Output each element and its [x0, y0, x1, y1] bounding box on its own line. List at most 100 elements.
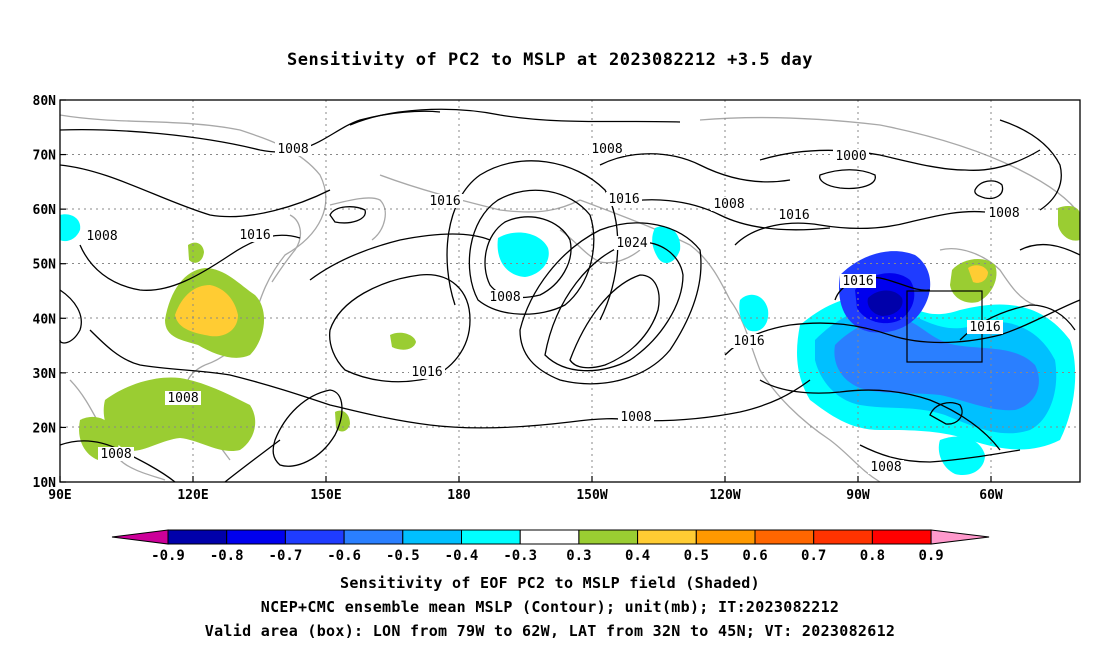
contour-label-bg [409, 365, 445, 379]
shade-positive-asia-core [175, 285, 238, 337]
shade-negative-pacific-2 [652, 226, 681, 264]
colorbar-label: -0.8 [210, 548, 244, 564]
shade-negative-west-edge [60, 214, 81, 242]
colorbar-swatch [519, 529, 580, 545]
colorbar-label: -0.4 [445, 548, 479, 564]
contour-label: 1000 [835, 149, 866, 164]
lon-tick-label: 90W [846, 488, 870, 503]
colorbar-label: 0.7 [801, 548, 826, 564]
colorbar-label: 0.9 [918, 548, 943, 564]
colorbar-high-arrow [930, 529, 990, 545]
contour-label-bg [427, 194, 463, 208]
colorbar-swatch [871, 529, 932, 545]
lon-tick-label: 150W [576, 488, 607, 503]
contour-label-bg [237, 228, 273, 242]
shade-negative-caribbean [938, 436, 985, 476]
colorbar-label: 0.5 [684, 548, 709, 564]
contour-label: 1008 [713, 197, 744, 212]
lat-tick-label: 10N [33, 476, 57, 491]
contour-label: 1016 [842, 274, 873, 289]
contour-label: 1008 [591, 142, 622, 157]
contour-label-bg [606, 192, 642, 206]
contour-label: 1008 [86, 229, 117, 244]
colorbar-label: -0.7 [269, 548, 303, 564]
shade-negative-mexico [739, 294, 769, 332]
contour-label-bg [589, 142, 625, 156]
lat-tick-label: 80N [33, 94, 57, 109]
colorbar-label: -0.3 [503, 548, 537, 564]
contour-label-bg [840, 274, 876, 288]
colorbar-swatch [461, 529, 521, 545]
contour-label: 1016 [733, 334, 764, 349]
colorbar-label: -0.5 [386, 548, 420, 564]
colorbar-label: -0.6 [327, 548, 361, 564]
lon-tick-label: 60W [979, 488, 1003, 503]
contour-label-bg [868, 460, 904, 474]
contour-label: 1008 [988, 206, 1019, 221]
contour-label-layer: 1008 1008 1008 1016 1016 1016 1008 1000 1008 1016… [84, 142, 1022, 475]
contour-label-bg [275, 142, 311, 156]
colorbar: -0.9 -0.8 -0.7 -0.6 -0.5 -0.4 -0.3 0.3 0.4 0.5 0.6… [111, 529, 990, 564]
contour-label: 1008 [167, 391, 198, 406]
colorbar-swatch [402, 529, 462, 545]
colorbar-label: 0.8 [860, 548, 885, 564]
contour-label-bg [84, 229, 120, 243]
shade-positive-east-edge [1058, 206, 1080, 241]
colorbar-swatch [754, 529, 815, 545]
contour-label: 1016 [969, 320, 1000, 335]
contour-label: 1008 [100, 447, 131, 462]
colorbar-label: 0.3 [566, 548, 591, 564]
colorbar-swatch [637, 529, 697, 545]
colorbar-low-arrow [111, 529, 169, 545]
contour-label: 1016 [778, 208, 809, 223]
lat-axis: 80N 70N 60N 50N 40N 30N 20N 10N [33, 94, 66, 491]
contour-label-bg [731, 334, 767, 348]
lat-tick-label: 40N [33, 312, 57, 327]
lat-tick-label: 60N [33, 203, 57, 218]
contour-label: 1024 [616, 236, 647, 251]
shade-negative-mid [834, 317, 1039, 411]
lon-tick-label: 180 [447, 488, 471, 503]
contour-label: 1008 [489, 290, 520, 305]
lat-tick-label: 20N [33, 421, 57, 436]
contour-label-bg [776, 208, 812, 222]
colorbar-label: 0.4 [625, 548, 650, 564]
contour-label-bg [967, 320, 1003, 334]
contour-label: 1016 [239, 228, 270, 243]
contour-label-bg [618, 410, 654, 424]
map-frame [59, 99, 1081, 483]
shade-positive-korea [188, 242, 204, 263]
colorbar-label: 0.6 [742, 548, 767, 564]
chart-title: Sensitivity of PC2 to MSLP at 2023082212… [286, 50, 813, 70]
contour-label: 1016 [608, 192, 639, 207]
lon-tick-label: 90E [48, 488, 71, 503]
contour-label-bg [986, 206, 1022, 220]
contour-label-bg [833, 149, 869, 163]
colorbar-swatch [343, 529, 404, 545]
lon-tick-label: 150E [310, 488, 341, 503]
mslp-contours [59, 108, 1081, 483]
lat-tick-label: 50N [33, 258, 57, 273]
colorbar-swatch [813, 529, 873, 545]
footer-line-3: Valid area (box): LON from 79W to 62W, L… [204, 622, 896, 640]
footer-line-2: NCEP+CMC ensemble mean MSLP (Contour); u… [260, 598, 840, 616]
contour-label-bg [165, 391, 201, 405]
colorbar-swatch [167, 529, 228, 545]
lon-axis: 90E 120E 150E 180 150W 120W 90W 60W [48, 476, 1003, 503]
lat-tick-label: 30N [33, 367, 57, 382]
contour-label: 1016 [429, 194, 460, 209]
shade-positive-newfoundland-core [968, 265, 988, 283]
contour-label: 1008 [620, 410, 651, 425]
lon-tick-label: 120E [177, 488, 208, 503]
contour-label: 1008 [870, 460, 901, 475]
contour-label: 1008 [277, 142, 308, 157]
contour-label-bg [614, 236, 650, 250]
colorbar-swatch [284, 529, 345, 545]
shade-negative-min [867, 290, 903, 316]
lon-tick-label: 120W [709, 488, 740, 503]
contour-label-bg [487, 290, 523, 304]
contour-label-bg [711, 197, 747, 211]
shade-negative-pacific-1 [497, 232, 549, 277]
contour-label-bg [98, 447, 134, 461]
